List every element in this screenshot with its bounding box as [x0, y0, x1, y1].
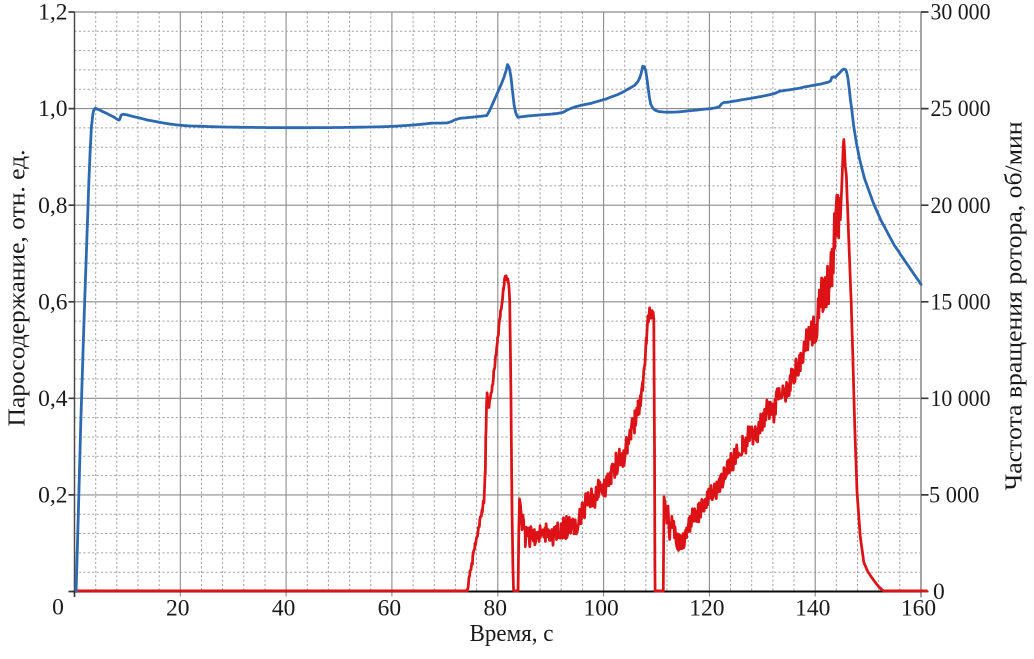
svg-text:25 000: 25 000	[931, 96, 991, 122]
svg-text:Паросодержание, отн. ед.: Паросодержание, отн. ед.	[5, 150, 31, 427]
svg-text:1,0: 1,0	[38, 96, 67, 122]
svg-text:Время, с: Время, с	[470, 621, 554, 647]
svg-text:0: 0	[52, 595, 64, 621]
svg-text:140: 140	[795, 596, 830, 622]
svg-text:15 000: 15 000	[931, 289, 991, 315]
svg-text:80: 80	[483, 596, 507, 622]
svg-text:0,2: 0,2	[38, 483, 67, 509]
svg-text:0,8: 0,8	[38, 193, 67, 219]
svg-text:40: 40	[272, 596, 296, 622]
svg-text:100: 100	[583, 596, 618, 622]
svg-text:0: 0	[933, 579, 945, 605]
svg-text:0,6: 0,6	[38, 289, 68, 315]
svg-text:0,4: 0,4	[38, 386, 68, 412]
svg-text:120: 120	[689, 596, 724, 622]
svg-text:20: 20	[166, 596, 190, 622]
svg-text:20 000: 20 000	[931, 193, 991, 219]
svg-text:60: 60	[378, 596, 402, 622]
svg-text:Частота вращения ротора, об/ми: Частота вращения ротора, об/мин	[1002, 121, 1028, 490]
svg-text:5 000: 5 000	[929, 483, 979, 509]
svg-text:10 000: 10 000	[931, 386, 991, 412]
svg-text:1,2: 1,2	[38, 0, 67, 26]
svg-text:160: 160	[901, 596, 936, 622]
svg-text:30 000: 30 000	[931, 0, 991, 26]
